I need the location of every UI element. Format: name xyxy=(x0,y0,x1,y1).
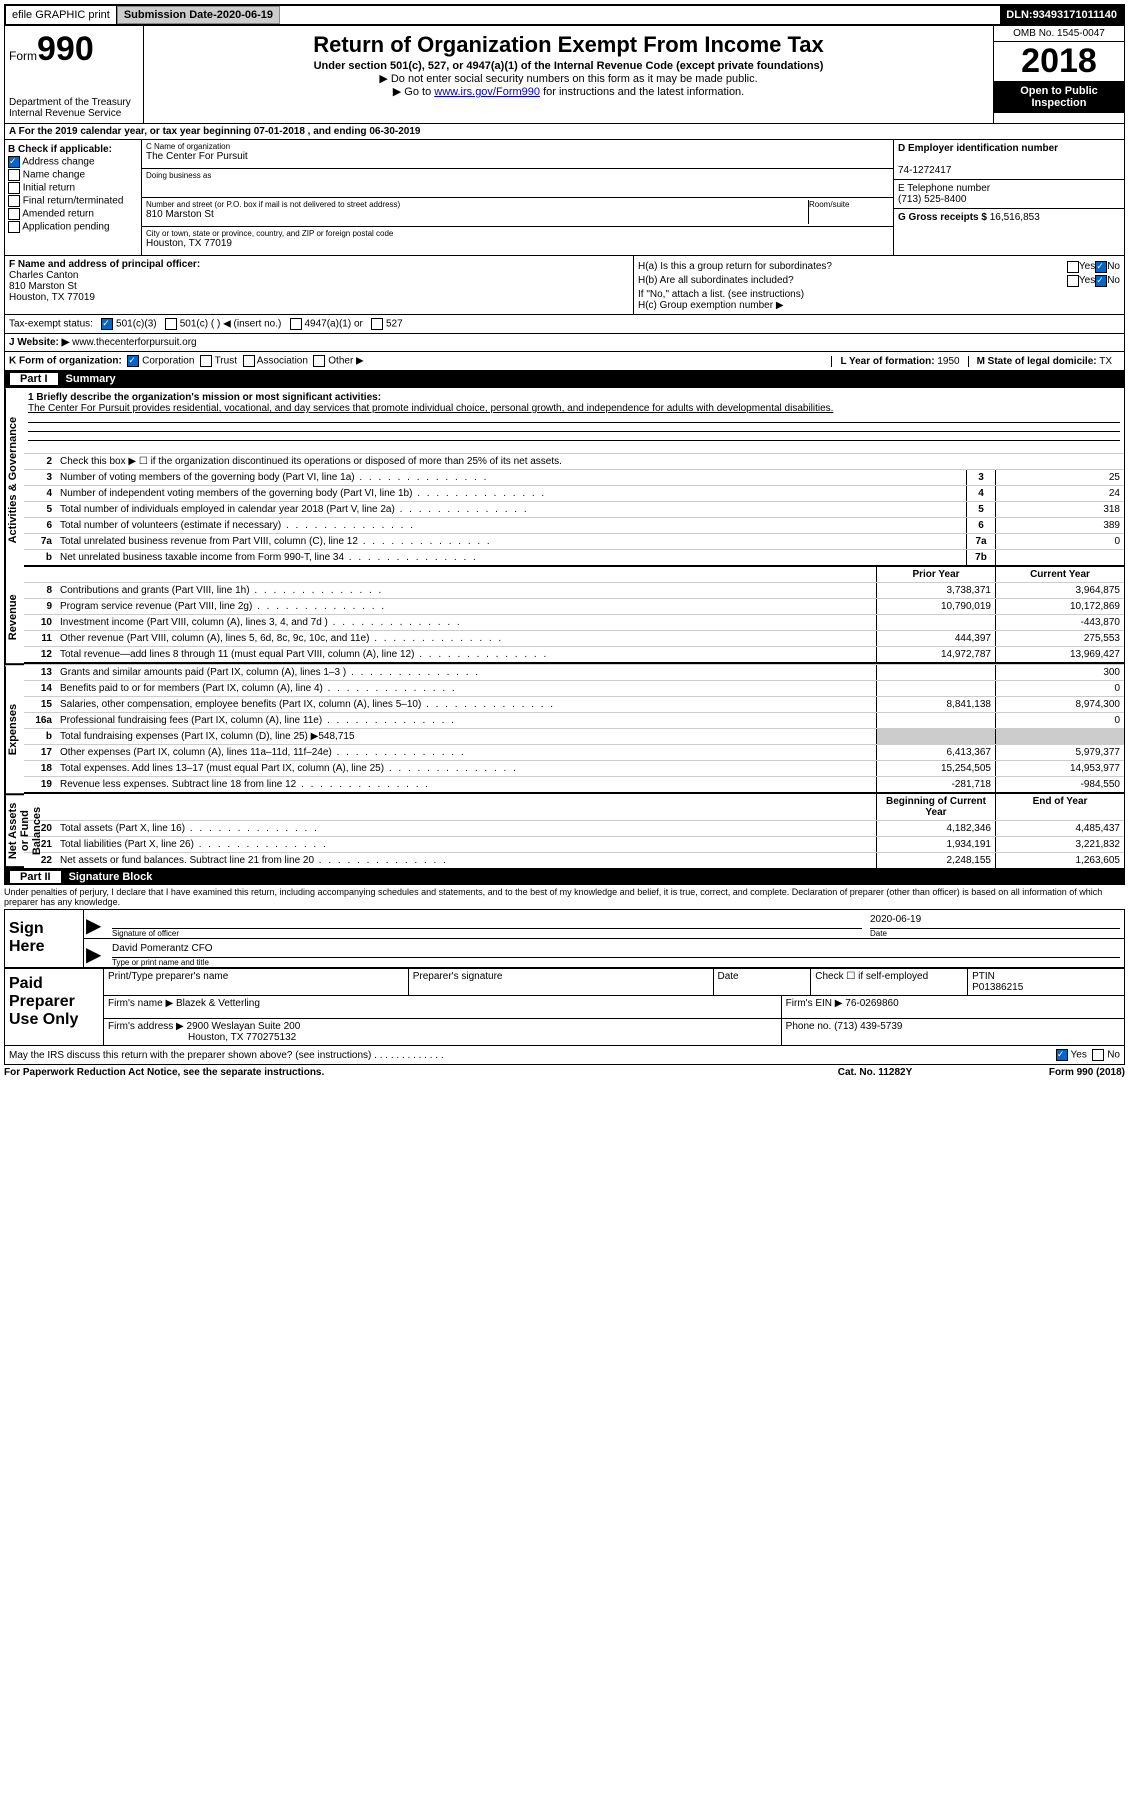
summary-line: b Total fundraising expenses (Part IX, c… xyxy=(24,728,1124,744)
summary-line: 11 Other revenue (Part VIII, column (A),… xyxy=(24,630,1124,646)
part2-header: Part II Signature Block xyxy=(4,869,1125,885)
summary-line: 10 Investment income (Part VIII, column … xyxy=(24,614,1124,630)
top-bar: efile GRAPHIC print Submission Date - 20… xyxy=(4,4,1125,26)
summary-line: 22 Net assets or fund balances. Subtract… xyxy=(24,852,1124,868)
summary-table: Activities & Governance Revenue Expenses… xyxy=(4,387,1125,869)
arrow-icon: ▶ xyxy=(84,913,108,938)
row-i-tax-status: Tax-exempt status: 501(c)(3) 501(c) ( ) … xyxy=(4,315,1125,334)
summary-line: 7a Total unrelated business revenue from… xyxy=(24,533,1124,549)
efile-label: efile GRAPHIC print xyxy=(6,6,117,24)
tax-year: 2018 xyxy=(994,42,1124,81)
form-header: Form990 Department of the Treasury Inter… xyxy=(4,26,1125,124)
arrow-icon: ▶ xyxy=(84,942,108,967)
box-b: B Check if applicable: Address change Na… xyxy=(5,140,142,255)
irs-link[interactable]: www.irs.gov/Form990 xyxy=(434,86,540,98)
summary-line: 8 Contributions and grants (Part VIII, l… xyxy=(24,582,1124,598)
vlabel-net-assets: Net Assets or Fund Balances xyxy=(5,795,24,868)
dln: DLN: 93493171011140 xyxy=(1000,6,1123,24)
net-assets-section: Beginning of Current Year End of Year 20… xyxy=(24,794,1124,868)
entity-block: B Check if applicable: Address change Na… xyxy=(4,140,1125,256)
row-k-org-form: K Form of organization: Corporation Trus… xyxy=(4,352,1125,371)
summary-line: 13 Grants and similar amounts paid (Part… xyxy=(24,664,1124,680)
dba-cell: Doing business as xyxy=(142,169,893,198)
summary-line: 21 Total liabilities (Part X, line 26) 1… xyxy=(24,836,1124,852)
phone-cell: E Telephone number (713) 525-8400 xyxy=(894,180,1124,209)
part1-header: Part I Summary xyxy=(4,371,1125,387)
note-link: ▶ Go to www.irs.gov/Form990 for instruct… xyxy=(148,85,989,98)
summary-line: 14 Benefits paid to or for members (Part… xyxy=(24,680,1124,696)
form-title: Return of Organization Exempt From Incom… xyxy=(148,32,989,58)
summary-line: 12 Total revenue—add lines 8 through 11 … xyxy=(24,646,1124,662)
vlabel-governance: Activities & Governance xyxy=(5,388,24,571)
penalty-statement: Under penalties of perjury, I declare th… xyxy=(4,885,1125,909)
note-ssn: ▶ Do not enter social security numbers o… xyxy=(148,72,989,85)
ein-cell: D Employer identification number 74-1272… xyxy=(894,140,1124,180)
org-name-cell: C Name of organization The Center For Pu… xyxy=(142,140,893,169)
summary-line: 4 Number of independent voting members o… xyxy=(24,485,1124,501)
summary-line: 5 Total number of individuals employed i… xyxy=(24,501,1124,517)
expenses-section: 13 Grants and similar amounts paid (Part… xyxy=(24,664,1124,794)
page-footer: For Paperwork Reduction Act Notice, see … xyxy=(4,1065,1125,1080)
row-a-period: A For the 2019 calendar year, or tax yea… xyxy=(4,124,1125,140)
gross-receipts-cell: G Gross receipts $ 16,516,853 xyxy=(894,209,1124,226)
row-j-website: J Website: ▶ www.thecenterforpursuit.org xyxy=(4,334,1125,352)
summary-line: 16a Professional fundraising fees (Part … xyxy=(24,712,1124,728)
revenue-section: Prior Year Current Year 8 Contributions … xyxy=(24,567,1124,664)
summary-line: 15 Salaries, other compensation, employe… xyxy=(24,696,1124,712)
vlabel-expenses: Expenses xyxy=(5,666,24,795)
open-to-public: Open to Public Inspection xyxy=(994,81,1124,113)
summary-line: b Net unrelated business taxable income … xyxy=(24,549,1124,565)
vlabel-revenue: Revenue xyxy=(5,571,24,665)
omb-number: OMB No. 1545-0047 xyxy=(994,26,1124,42)
summary-line: 17 Other expenses (Part IX, column (A), … xyxy=(24,744,1124,760)
summary-line: 9 Program service revenue (Part VIII, li… xyxy=(24,598,1124,614)
summary-line: 19 Revenue less expenses. Subtract line … xyxy=(24,776,1124,792)
paid-preparer-block: Paid Preparer Use Only Print/Type prepar… xyxy=(4,968,1125,1046)
city-cell: City or town, state or province, country… xyxy=(142,227,893,255)
summary-line: 3 Number of voting members of the govern… xyxy=(24,469,1124,485)
summary-line: 6 Total number of volunteers (estimate i… xyxy=(24,517,1124,533)
dept-label: Department of the Treasury Internal Reve… xyxy=(9,97,139,119)
form-subtitle: Under section 501(c), 527, or 4947(a)(1)… xyxy=(148,60,989,72)
form-number: Form990 xyxy=(9,30,139,69)
signature-block: Sign Here ▶ Signature of officer 2020-06… xyxy=(4,909,1125,968)
governance-section: 1 Briefly describe the organization's mi… xyxy=(24,388,1124,567)
address-cell: Number and street (or P.O. box if mail i… xyxy=(142,198,893,227)
summary-line: 20 Total assets (Part X, line 16) 4,182,… xyxy=(24,820,1124,836)
summary-line: 18 Total expenses. Add lines 13–17 (must… xyxy=(24,760,1124,776)
discuss-row: May the IRS discuss this return with the… xyxy=(4,1046,1125,1065)
submission-date-button[interactable]: Submission Date - 2020-06-19 xyxy=(117,6,280,24)
officer-group-row: F Name and address of principal officer:… xyxy=(4,256,1125,315)
